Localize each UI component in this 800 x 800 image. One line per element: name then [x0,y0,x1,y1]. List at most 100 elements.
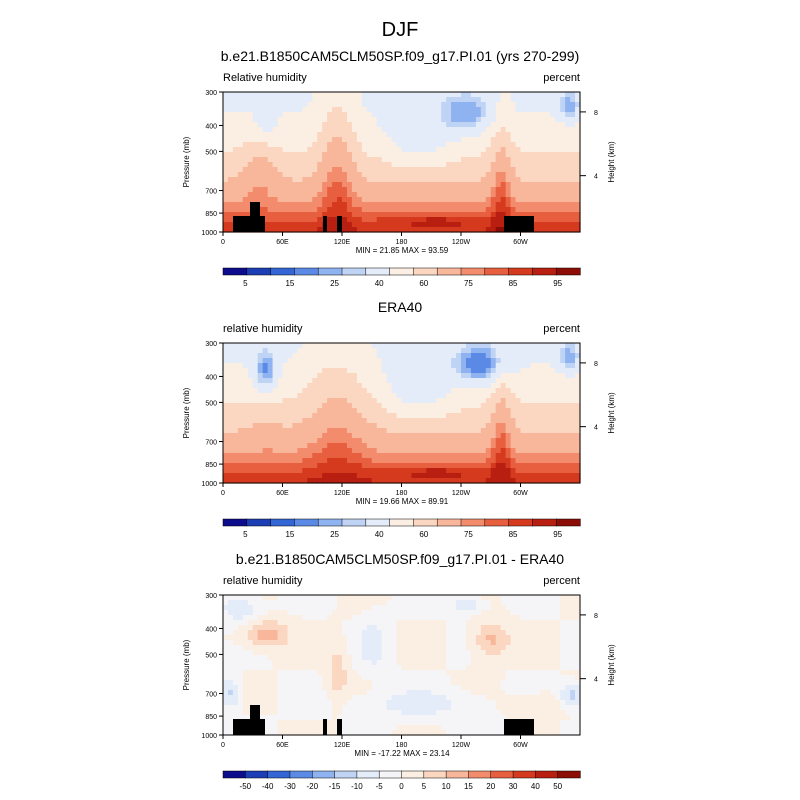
field-cell [322,600,328,606]
field-cell [366,162,373,168]
field-cell [495,358,502,364]
field-cell [416,132,422,138]
field-cell [223,423,229,429]
field-cell [371,187,378,193]
field-cell [485,363,492,369]
field-cell [332,473,338,479]
y-axis-label: Pressure (mb) [182,136,191,187]
field-cell [411,117,417,123]
field-cell [505,635,512,641]
field-cell [262,363,269,369]
field-cell [292,368,298,374]
field-cell [505,625,512,631]
field-cell [510,207,517,213]
field-cell [267,177,274,183]
field-cell [312,393,318,399]
field-cell [342,473,348,479]
field-cell [480,177,487,183]
field-cell [366,353,373,359]
field-cell [520,478,527,484]
field-cell [381,418,388,424]
field-cell [525,473,532,479]
field-cell [223,92,229,98]
field-cell [565,227,571,233]
field-cell [242,177,249,183]
field-cell [540,162,546,168]
field-cell [302,630,308,636]
field-cell [505,458,512,464]
field-cell [451,443,457,449]
field-cell [227,102,234,108]
field-cell [332,348,338,354]
field-cell [351,388,358,394]
field-cell [342,343,348,349]
field-cell [535,388,541,394]
field-cell [495,413,502,419]
field-cell [401,358,408,364]
colorbar-box [222,267,248,276]
field-cell [475,473,482,479]
field-cell [376,595,383,601]
field-cell [332,635,338,641]
field-cell [302,388,308,394]
field-cell [520,610,527,616]
field-cell [515,202,522,208]
field-cell [356,403,363,409]
field-cell [272,117,279,123]
field-cell [555,433,561,439]
field-cell [490,147,497,153]
field-cell [495,152,502,158]
field-cell [505,112,512,118]
field-cell [381,212,388,218]
panel-left-label: relative humidity [223,323,303,335]
field-cell [416,363,422,369]
field-cell [242,147,249,153]
field-cell [525,187,532,193]
field-cell [346,147,353,153]
field-cell [530,453,536,459]
field-cell [575,615,581,621]
field-cell [317,112,323,118]
field-cell [223,368,229,374]
field-cell [351,383,358,389]
field-cell [490,197,497,203]
field-cell [223,162,229,168]
field-cell [406,187,413,193]
field-cell [287,428,294,434]
field-cell [282,97,289,103]
field-cell [376,363,383,369]
field-cell [530,428,536,434]
field-cell [465,187,472,193]
field-cell [475,463,482,469]
field-cell [565,423,571,429]
field-cell [257,147,264,153]
field-cell [530,473,536,479]
field-cell [515,353,522,359]
field-cell [406,645,413,651]
field-cell [535,147,541,153]
field-cell [227,162,234,168]
field-cell [386,413,393,419]
field-cell [550,393,556,399]
field-cell [242,202,249,208]
field-cell [510,172,517,178]
field-cell [351,102,358,108]
field-cell [575,630,581,636]
field-cell [570,600,576,606]
field-cell [232,600,239,606]
field-cell [475,192,482,198]
field-cell [570,448,576,454]
x-tick-label: 60E [276,490,289,497]
field-cell [307,428,313,434]
field-cell [361,112,368,118]
field-cell [337,373,343,379]
field-cell [237,388,244,394]
field-cell [441,363,447,369]
field-cell [446,630,452,636]
field-cell [495,142,502,148]
field-cell [332,373,338,379]
field-cell [530,192,536,198]
field-cell [495,453,502,459]
field-cell [560,640,566,646]
field-cell [560,217,566,223]
